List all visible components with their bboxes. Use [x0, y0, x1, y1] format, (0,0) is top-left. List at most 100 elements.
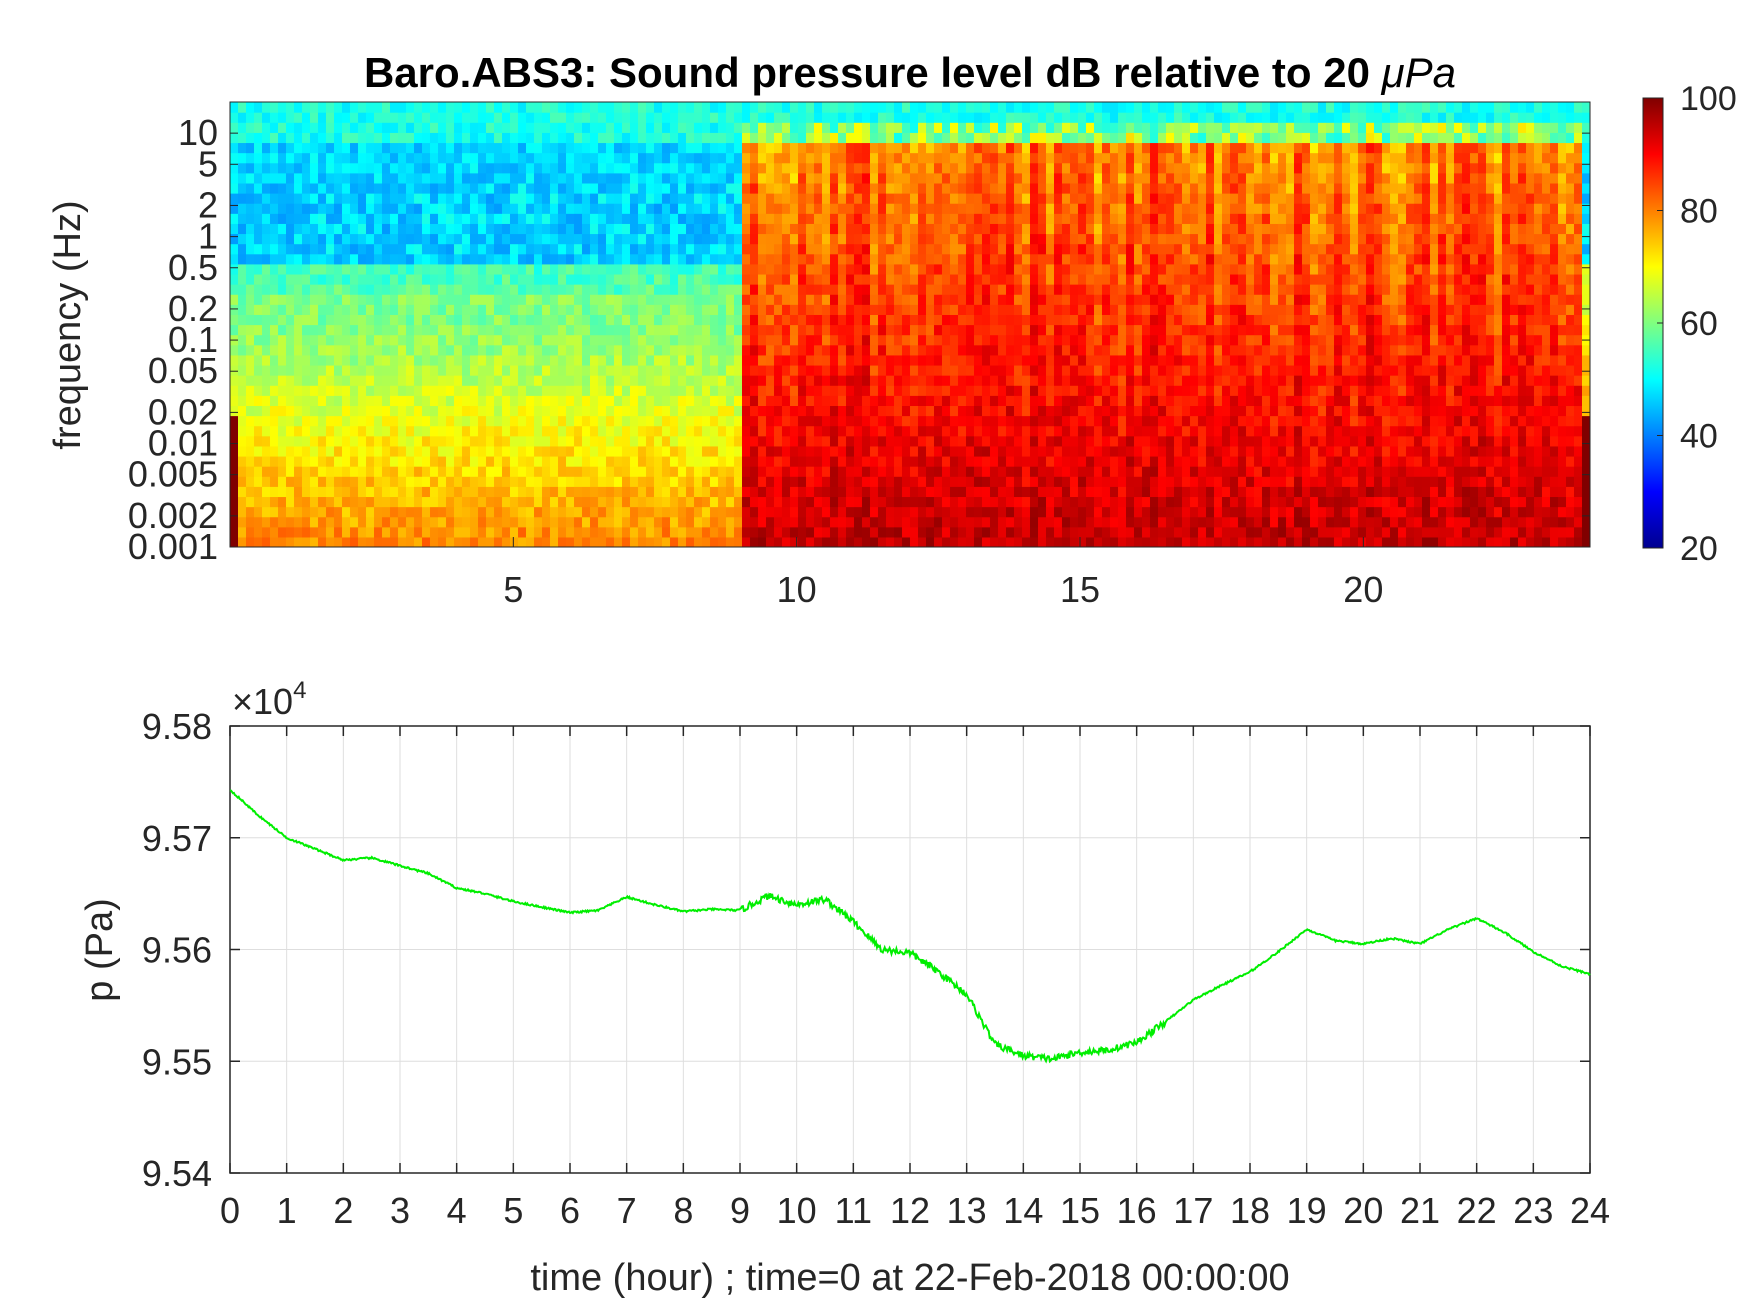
spec-cell: [1086, 455, 1095, 467]
spec-cell: [694, 233, 703, 245]
spec-cell: [646, 233, 655, 245]
spec-cell: [870, 314, 879, 326]
spec-cell: [382, 112, 391, 123]
spec-cell: [822, 496, 831, 508]
spec-cell: [1030, 375, 1039, 386]
spec-cell: [262, 112, 271, 123]
spec-cell: [1022, 213, 1031, 224]
spec-cell: [806, 486, 815, 498]
spec-cell: [454, 304, 463, 315]
spec-cell: [638, 445, 647, 457]
spec-cell: [366, 132, 375, 144]
spec-cell: [718, 354, 727, 366]
spec-cell: [1054, 112, 1063, 123]
spec-cell: [438, 314, 447, 326]
spec-cell: [902, 506, 911, 518]
spec-cell: [790, 324, 799, 336]
spec-cell: [630, 304, 639, 315]
spec-cell: [238, 102, 247, 113]
spec-cell: [1110, 354, 1119, 366]
spec-cell: [942, 284, 951, 295]
spec-cell: [422, 405, 431, 417]
spec-cell: [438, 445, 447, 457]
spec-cell: [750, 455, 759, 467]
spec-cell: [894, 405, 903, 417]
spec-cell: [1078, 314, 1087, 326]
spec-cell: [966, 193, 975, 204]
spec-cell: [462, 405, 471, 417]
spec-cell: [318, 253, 327, 265]
spec-cell: [758, 233, 767, 245]
spec-cell: [262, 334, 271, 346]
spec-cell: [974, 415, 983, 427]
spec-cell: [1006, 435, 1015, 447]
spec-cell: [366, 375, 375, 386]
spec-cell: [326, 405, 335, 417]
spec-cell: [614, 142, 623, 154]
spec-cell: [806, 455, 815, 467]
spec-cell: [854, 314, 863, 326]
spec-cell: [590, 445, 599, 457]
spec-cell: [478, 324, 487, 336]
spec-cell: [1078, 385, 1087, 396]
spec-cell: [262, 344, 271, 356]
spec-cell: [718, 486, 727, 498]
spec-cell: [318, 294, 327, 305]
spec-cell: [918, 162, 927, 174]
spec-cell: [294, 354, 303, 366]
spec-cell: [230, 415, 239, 427]
spec-cell: [278, 506, 287, 518]
spec-cell: [638, 415, 647, 427]
spec-cell: [470, 445, 479, 457]
spec-cell: [934, 344, 943, 356]
spec-cell: [822, 415, 831, 427]
spec-cell: [1022, 455, 1031, 467]
spec-cell: [662, 193, 671, 204]
spec-cell: [1014, 516, 1023, 528]
spec-cell: [670, 486, 679, 498]
spec-cell: [462, 193, 471, 204]
spec-cell: [1086, 263, 1095, 275]
spec-cell: [310, 122, 319, 133]
spec-cell: [1078, 354, 1087, 366]
spec-cell: [302, 486, 311, 498]
spec-cell: [982, 284, 991, 295]
spec-cell: [630, 385, 639, 396]
spec-cell: [758, 506, 767, 518]
spec-cell: [398, 243, 407, 255]
spec-cell: [982, 344, 991, 356]
spec-cell: [638, 385, 647, 396]
spec-cell: [542, 385, 551, 396]
spec-cell: [638, 314, 647, 326]
spec-cell: [446, 233, 455, 245]
spec-cell: [414, 243, 423, 255]
spec-cell: [654, 112, 663, 123]
spec-cell: [542, 324, 551, 336]
spec-cell: [246, 354, 255, 366]
spec-cell: [246, 102, 255, 113]
spec-cell: [846, 294, 855, 305]
spec-cell: [1038, 425, 1047, 437]
spec-cell: [718, 223, 727, 235]
spec-cell: [766, 203, 775, 214]
spec-cell: [982, 223, 991, 235]
spec-cell: [1094, 102, 1103, 113]
spec-cell: [374, 162, 383, 174]
spec-cell: [230, 132, 239, 144]
spec-cell: [1070, 314, 1079, 326]
spec-cell: [510, 334, 519, 346]
spec-cell: [1126, 395, 1135, 407]
spec-cell: [830, 223, 839, 235]
spec-cell: [686, 172, 695, 184]
spec-cell: [318, 486, 327, 498]
spec-cell: [1078, 364, 1087, 376]
spec-cell: [998, 445, 1007, 457]
spec-cell: [1110, 486, 1119, 498]
spec-cell: [606, 112, 615, 123]
spec-cell: [974, 182, 983, 194]
spec-cell: [1078, 182, 1087, 194]
spec-cell: [1070, 284, 1079, 295]
spec-cell: [478, 102, 487, 113]
spec-cell: [750, 304, 759, 315]
spec-cell: [638, 182, 647, 194]
